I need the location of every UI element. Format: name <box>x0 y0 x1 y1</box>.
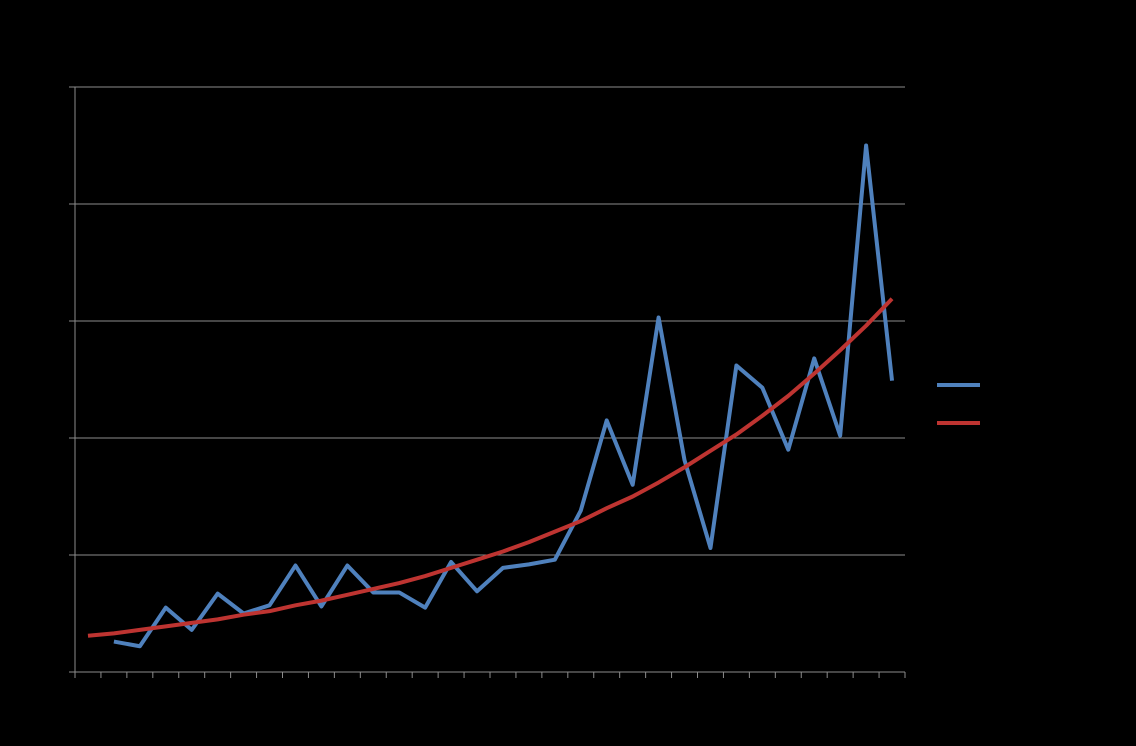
y-tick-label: 2 <box>57 429 65 445</box>
y-tick-label: 1 <box>57 546 65 562</box>
y-tick-label: 4 <box>57 195 65 211</box>
y-tick-label: 5 <box>57 78 65 94</box>
series-line <box>87 297 894 638</box>
y-tick-label: 0 <box>57 663 65 679</box>
y-tick-label: 3 <box>57 312 65 328</box>
series-line <box>113 143 895 649</box>
